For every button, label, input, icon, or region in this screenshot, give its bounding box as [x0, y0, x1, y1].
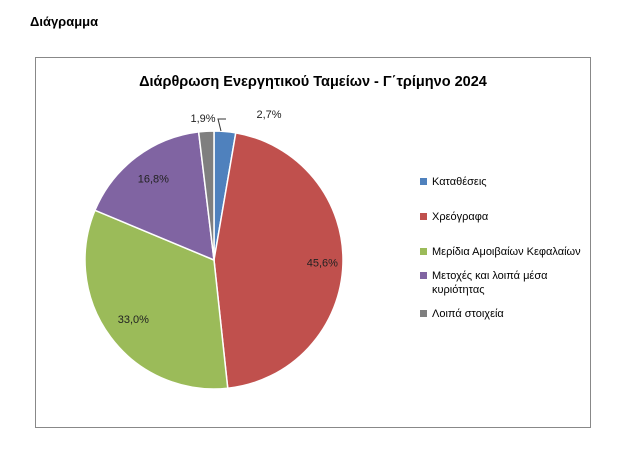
slice-label: 2,7% — [256, 109, 281, 121]
chart-container: Διάρθρωση Ενεργητικού Ταμείων - Γ΄τρίμην… — [35, 57, 591, 428]
chart-legend: Καταθέσεις Χρεόγραφα Μερίδια Αμοιβαίων Κεφ… — [420, 175, 590, 321]
legend-swatch — [420, 248, 427, 255]
leader-line — [217, 118, 226, 132]
slice-label: 33,0% — [118, 314, 149, 326]
legend-item: Μερίδια Αμοιβαίων Κεφαλαίων — [420, 245, 590, 259]
legend-label: Μερίδια Αμοιβαίων Κεφαλαίων — [432, 246, 581, 258]
legend-swatch — [420, 213, 427, 220]
slice-label: 16,8% — [138, 174, 169, 186]
legend-swatch — [420, 310, 427, 317]
chart-title: Διάρθρωση Ενεργητικού Ταμείων - Γ΄τρίμην… — [139, 74, 487, 90]
legend-item: Λοιπά στοιχεία — [420, 307, 590, 321]
pie-slice — [213, 131, 344, 390]
legend-item: Μετοχές και λοιπά μέσα κυριότητας — [420, 269, 590, 297]
pie-slice — [197, 130, 215, 261]
legend-item: Χρεόγραφα — [420, 210, 590, 224]
page-heading: Διάγραμμα — [30, 14, 99, 29]
pie-slice — [93, 131, 215, 262]
legend-label: Μετοχές και λοιπά μέσα κυριότητας — [432, 270, 548, 296]
legend-label: Λοιπά στοιχεία — [432, 308, 504, 320]
slice-label: 1,9% — [190, 113, 215, 125]
pie-slice — [84, 209, 229, 390]
slice-label: 45,6% — [307, 257, 338, 269]
legend-item: Καταθέσεις — [420, 175, 590, 189]
legend-label: Χρεόγραφα — [432, 211, 489, 223]
legend-label: Καταθέσεις — [432, 176, 487, 188]
legend-swatch — [420, 272, 427, 279]
pie-chart: 2,7% 45,6% 33,0% 16,8% 1,9% — [84, 109, 344, 390]
legend-swatch — [420, 178, 427, 185]
